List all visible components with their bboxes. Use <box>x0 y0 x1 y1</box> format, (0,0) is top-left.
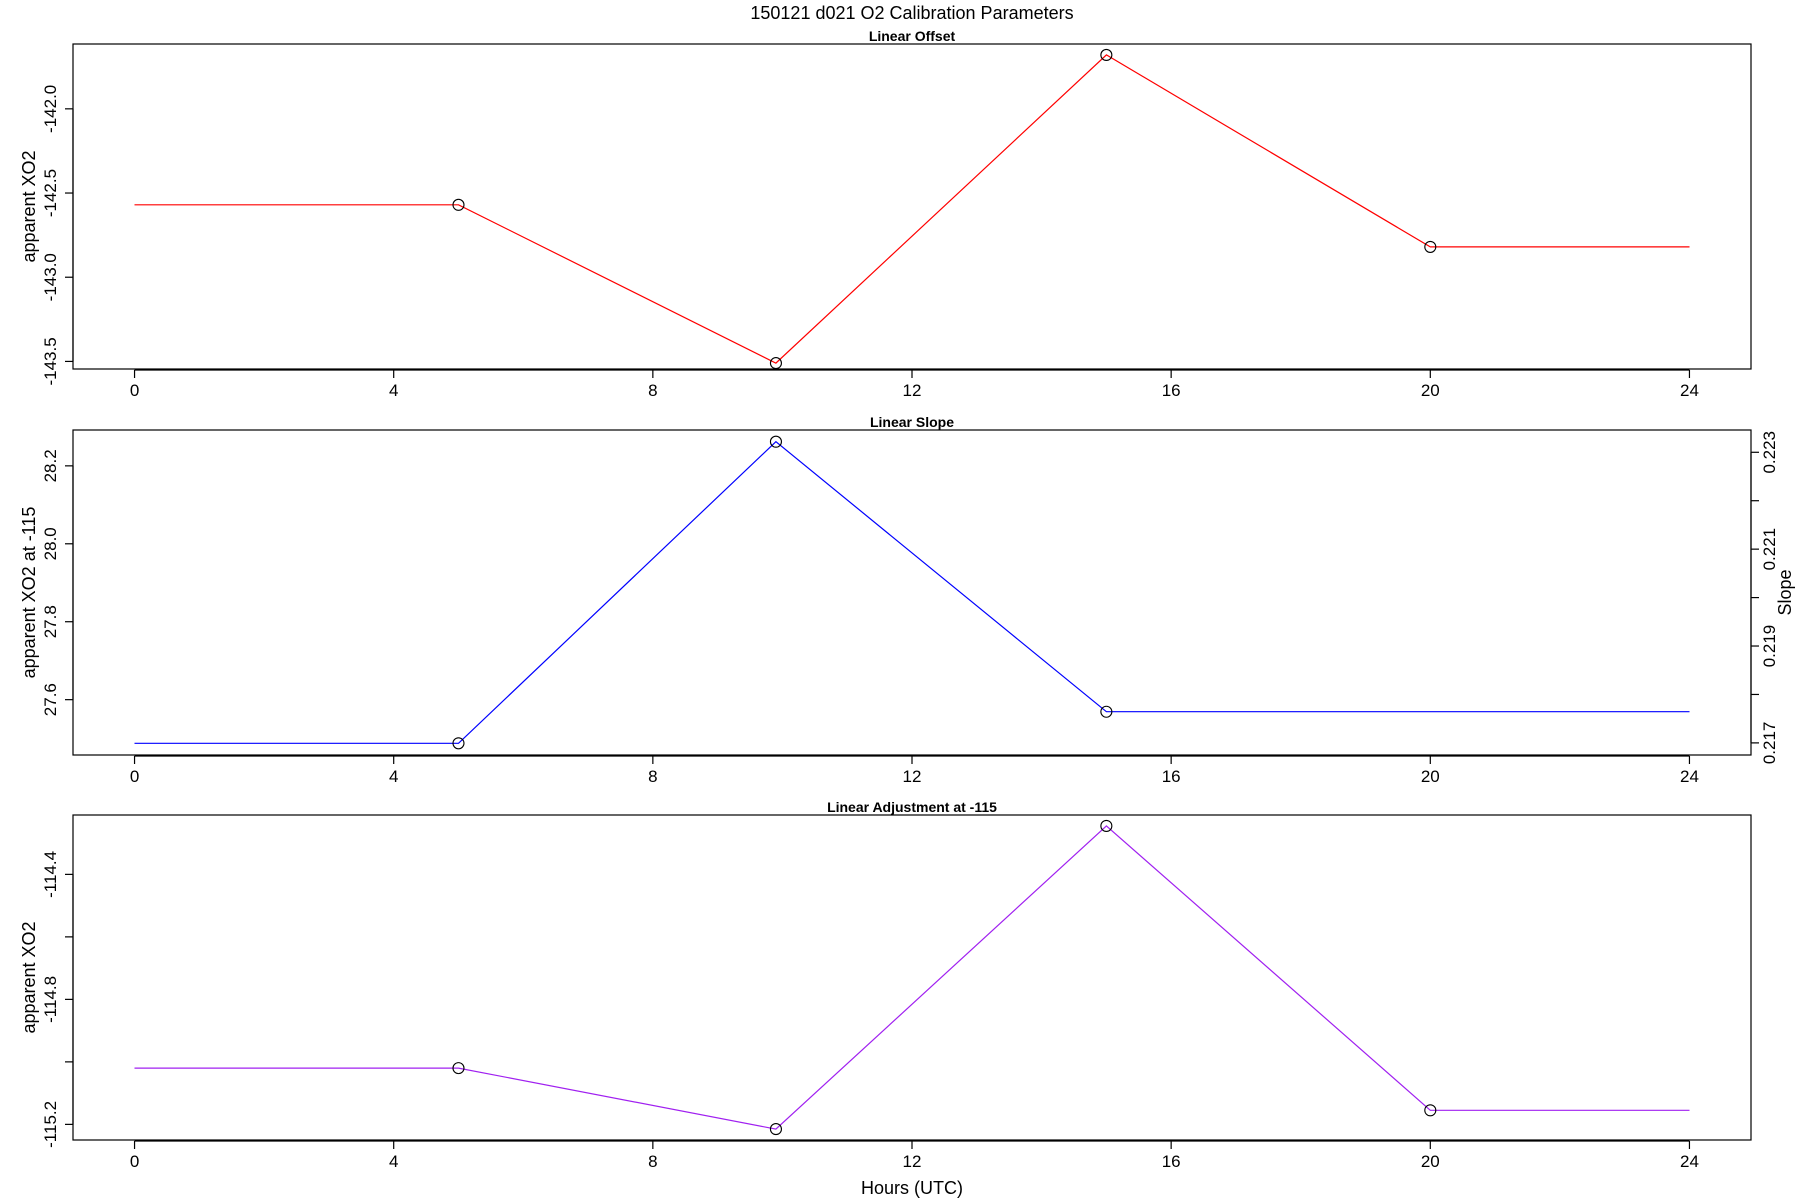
y-tick-label: -114.8 <box>41 976 60 1023</box>
data-point-marker <box>1100 819 1113 832</box>
x-tick-label: 4 <box>389 381 398 400</box>
x-tick-label: 16 <box>1162 767 1181 786</box>
panel-title-slope: Linear Slope <box>870 414 954 430</box>
x-tick-label: 20 <box>1421 767 1440 786</box>
series-line-offset <box>134 54 1690 364</box>
x-tick-label: 8 <box>648 1152 657 1171</box>
data-point-marker <box>1100 705 1113 718</box>
data-point-marker <box>769 357 782 370</box>
series-line-adjustment <box>134 825 1690 1130</box>
y-tick-label: -143.5 <box>41 337 60 385</box>
x-tick-label: 4 <box>389 767 398 786</box>
y-tick-label: -143.0 <box>41 253 60 301</box>
x-tick-label: 0 <box>130 1152 139 1171</box>
x-tick-label: 12 <box>903 767 922 786</box>
x-tick-label: 12 <box>903 381 922 400</box>
panel-title-adjustment: Linear Adjustment at -115 <box>827 799 997 815</box>
series-line-slope <box>134 440 1690 744</box>
y-tick-label: -142.5 <box>41 169 60 217</box>
x-axis-label: Hours (UTC) <box>861 1178 963 1198</box>
panel-title-offset: Linear Offset <box>869 28 956 44</box>
y2-tick-label: 0.217 <box>1760 722 1779 765</box>
y2-tick-label: 0.223 <box>1760 431 1779 474</box>
data-point-marker <box>1424 240 1437 253</box>
y2-tick-label: 0.221 <box>1760 528 1779 571</box>
panel-offset: Linear Offset 0 4 8 12 16 20 24 -143.5 -143.0 -142… <box>19 28 1752 400</box>
panels: Linear Offset 0 4 8 12 16 20 24 -143.5 -143.0 -142… <box>19 28 1795 1171</box>
x-tick-label: 20 <box>1421 1152 1440 1171</box>
panel-slope: Linear Slope 0 4 8 12 16 20 24 27.6 27.8 28.0 28.2 a… <box>19 414 1795 786</box>
x-tick-label: 8 <box>648 381 657 400</box>
y-tick-label: 28.0 <box>41 527 60 560</box>
y-axis-label-offset: apparent XO2 <box>19 150 39 262</box>
data-point-marker <box>1424 1104 1437 1117</box>
y-tick-label: 28.2 <box>41 449 60 482</box>
y-tick-label: -115.2 <box>41 1101 60 1148</box>
x-tick-label: 8 <box>648 767 657 786</box>
y-tick-label: 27.8 <box>41 605 60 638</box>
data-point-marker <box>452 198 465 211</box>
y2-axis-label: Slope <box>1775 569 1795 615</box>
x-tick-label: 0 <box>130 767 139 786</box>
data-point-marker <box>1100 48 1113 61</box>
y-tick-label: -114.4 <box>41 851 60 898</box>
x-tick-label: 20 <box>1421 381 1440 400</box>
y-tick-label: -142.0 <box>41 85 60 133</box>
x-tick-label: 0 <box>130 381 139 400</box>
y-tick-label: 27.6 <box>41 683 60 716</box>
x-tick-label: 24 <box>1680 767 1699 786</box>
x-tick-label: 4 <box>389 1152 398 1171</box>
y2-tick-label: 0.219 <box>1760 625 1779 668</box>
data-point-marker <box>769 435 782 448</box>
plot-frame-slope <box>72 429 1752 756</box>
y-axis-label-adjustment: apparent XO2 <box>19 921 39 1033</box>
x-tick-label: 12 <box>903 1152 922 1171</box>
data-point-marker <box>769 1123 782 1136</box>
y-axis-label-slope: apparent XO2 at -115 <box>19 507 39 679</box>
plot-frame-offset <box>72 43 1752 370</box>
x-tick-label: 24 <box>1680 1152 1699 1171</box>
x-tick-label: 24 <box>1680 381 1699 400</box>
x-tick-label: 16 <box>1162 1152 1181 1171</box>
figure-title: 150121 d021 O2 Calibration Parameters <box>750 3 1073 23</box>
data-point-marker <box>452 737 465 750</box>
x-tick-label: 16 <box>1162 381 1181 400</box>
panel-adjustment: Linear Adjustment at -115 0 4 8 12 16 20 24 -115… <box>19 799 1752 1171</box>
plot-frame-adjustment <box>72 814 1752 1141</box>
data-point-marker <box>452 1062 465 1075</box>
